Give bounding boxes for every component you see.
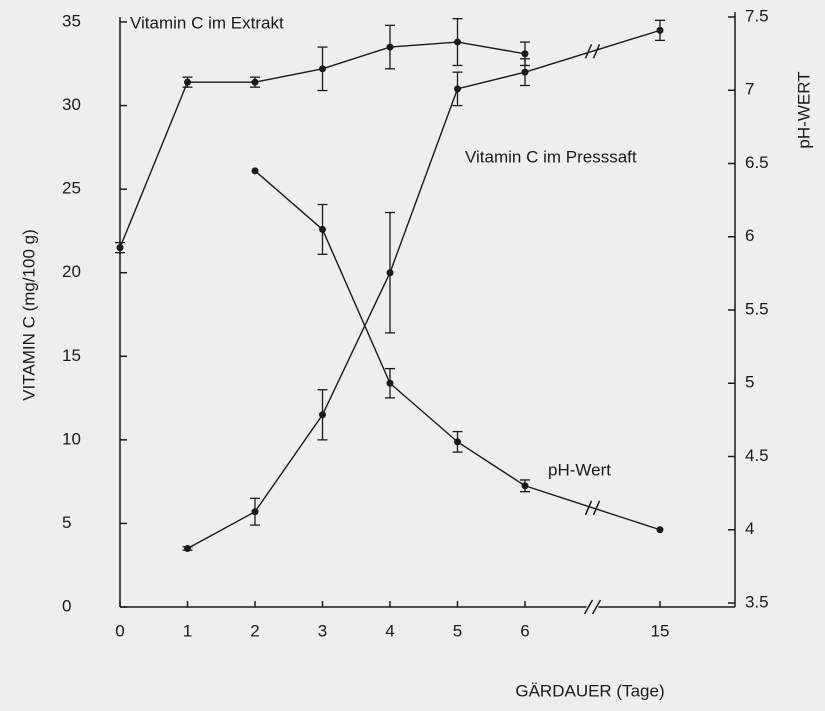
y-tick-label: 5 [62, 513, 71, 532]
line-break [592, 500, 601, 516]
data-point [656, 526, 664, 534]
y2-tick-label: 4.5 [745, 446, 769, 465]
y-tick-label: 20 [62, 262, 81, 281]
line-break [584, 500, 593, 516]
data-point [184, 545, 191, 552]
line-break [592, 43, 601, 59]
data-point [184, 78, 191, 86]
series-label: Vitamin C im Extrakt [130, 13, 284, 32]
y2-axis-label: pH-WERT [794, 71, 813, 148]
y-tick-label: 30 [62, 95, 81, 114]
axis-break [591, 599, 602, 615]
series-line [254, 170, 661, 531]
x-tick-label: 2 [250, 621, 259, 640]
data-point [319, 411, 326, 419]
y-tick-label: 35 [62, 11, 81, 30]
y2-tick-label: 5 [745, 373, 754, 392]
x-tick-label: 15 [651, 621, 670, 640]
y2-tick-label: 6.5 [745, 153, 769, 172]
y2-tick-label: 3.5 [745, 592, 769, 611]
data-point [521, 50, 529, 58]
data-point [454, 85, 461, 93]
line-break [584, 43, 593, 59]
y-axis-label: VITAMIN C (mg/100 g) [19, 229, 38, 401]
data-point [251, 508, 259, 516]
x-tick-label: 0 [115, 621, 124, 640]
y-tick-label: 15 [62, 346, 81, 365]
y-tick-label: 0 [62, 596, 71, 615]
y2-tick-label: 4 [745, 519, 754, 538]
data-point [521, 482, 529, 490]
data-point [386, 43, 394, 51]
y2-tick-label: 7 [745, 80, 754, 99]
data-point [454, 38, 461, 46]
y2-tick-label: 5.5 [745, 299, 769, 318]
y-tick-label: 25 [62, 179, 81, 198]
data-point [116, 244, 124, 252]
x-tick-label: 5 [453, 621, 462, 640]
x-tick-label: 4 [385, 621, 394, 640]
x-tick-label: 3 [318, 621, 327, 640]
data-point [319, 65, 326, 73]
y-tick-label: 10 [62, 429, 81, 448]
data-point [386, 269, 394, 277]
data-point [454, 438, 461, 446]
data-point [251, 78, 259, 86]
series-label: Vitamin C im Presssaft [465, 147, 637, 166]
x-axis-label: GÄRDAUER (Tage) [515, 681, 664, 700]
x-tick-label: 1 [183, 621, 192, 640]
data-point [319, 225, 326, 233]
series-label: pH-Wert [548, 460, 611, 479]
data-point [521, 68, 529, 76]
data-point [386, 379, 394, 387]
data-point [656, 26, 664, 34]
data-point [251, 167, 259, 175]
y2-tick-label: 6 [745, 226, 754, 245]
x-tick-label: 6 [520, 621, 529, 640]
y2-tick-label: 7.5 [745, 6, 769, 25]
axis-break [583, 599, 594, 615]
